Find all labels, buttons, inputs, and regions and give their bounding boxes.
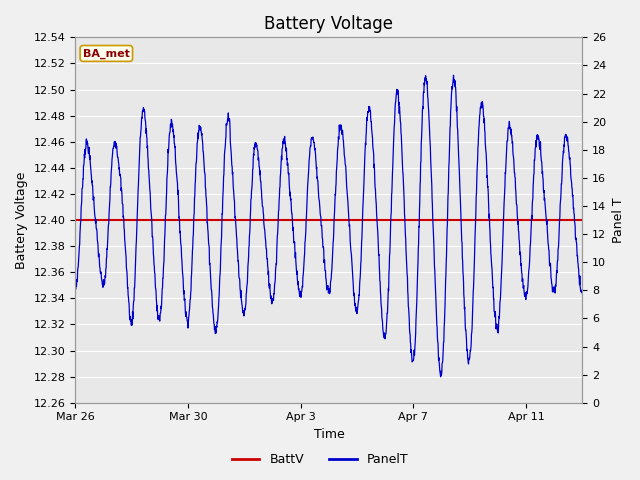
Y-axis label: Battery Voltage: Battery Voltage: [15, 171, 28, 269]
Y-axis label: Panel T: Panel T: [612, 197, 625, 243]
Title: Battery Voltage: Battery Voltage: [264, 15, 394, 33]
Text: BA_met: BA_met: [83, 48, 130, 59]
X-axis label: Time: Time: [314, 428, 344, 441]
Legend: BattV, PanelT: BattV, PanelT: [227, 448, 413, 471]
